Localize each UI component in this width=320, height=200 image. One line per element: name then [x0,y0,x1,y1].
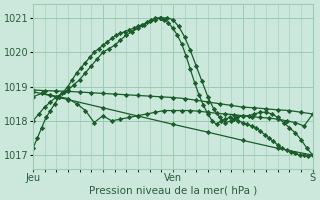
X-axis label: Pression niveau de la mer( hPa ): Pression niveau de la mer( hPa ) [89,186,257,196]
